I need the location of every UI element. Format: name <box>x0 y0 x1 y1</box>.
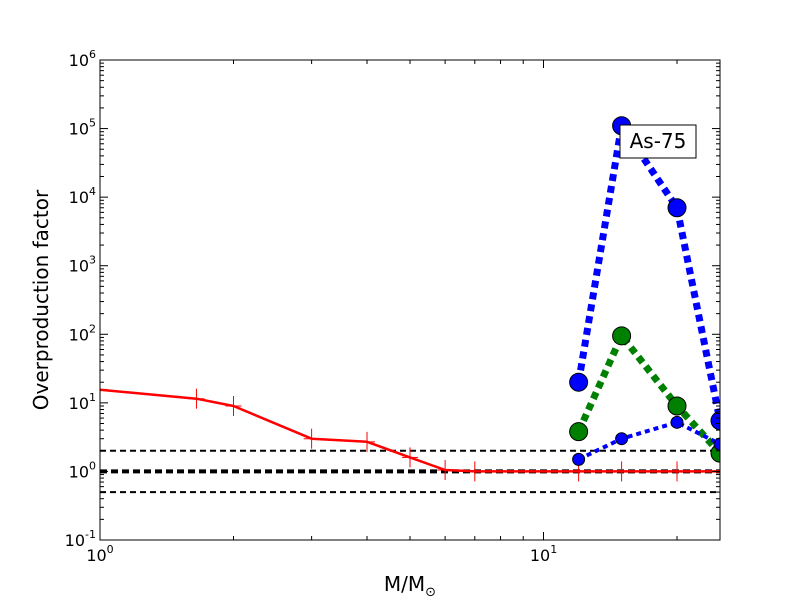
series-3-line <box>577 420 720 462</box>
y-tick-label--1-exp: -1 <box>85 528 96 541</box>
series-3-point-2 <box>670 415 684 429</box>
y-tick-label-0-base: 10 <box>69 462 89 481</box>
x-tick-label-1-base: 10 <box>530 546 550 565</box>
x-axis-label-main: M/M <box>384 572 425 596</box>
y-tick-label-2-base: 10 <box>69 325 89 344</box>
y-tick-label-5-exp: 5 <box>89 117 96 130</box>
y-tick-label-3: 103 <box>69 254 96 276</box>
series-3-point-3 <box>713 437 720 451</box>
y-tick-label--1-base: 10 <box>65 531 85 550</box>
series-2-point-2 <box>667 396 687 416</box>
series-1-point-0 <box>569 372 589 392</box>
y-tick-label-2-exp: 2 <box>89 322 96 335</box>
series-2-point-0 <box>569 422 589 442</box>
y-tick-label-4-base: 10 <box>69 188 89 207</box>
annotation-label: As-75 <box>630 129 687 153</box>
y-tick-label-1-exp: 1 <box>89 391 96 404</box>
y-tick-label-3-base: 10 <box>69 257 89 276</box>
series-1-point-3 <box>710 411 720 431</box>
y-tick-label--1: 10-1 <box>65 528 96 550</box>
y-tick-label-6-exp: 6 <box>89 48 96 61</box>
y-tick-label-1: 101 <box>69 391 96 413</box>
y-tick-label-4: 104 <box>69 185 96 207</box>
x-tick-label-0: 100 <box>86 543 113 565</box>
x-tick-label-0-exp: 0 <box>107 543 114 556</box>
tick-layer <box>99 59 720 541</box>
y-tick-label-2: 102 <box>69 322 96 344</box>
series-layer <box>100 122 720 473</box>
y-axis-label: Overproduction factor <box>29 189 53 410</box>
series-0-line <box>100 388 720 473</box>
series-3-point-0 <box>572 452 586 466</box>
y-tick-label-1-base: 10 <box>69 394 89 413</box>
y-tick-label-0-exp: 0 <box>89 459 96 472</box>
y-tick-label-6-base: 10 <box>69 51 89 70</box>
series-2-line <box>575 332 720 456</box>
x-tick-label-0-base: 10 <box>86 546 106 565</box>
y-tick-label-3-exp: 3 <box>89 254 96 267</box>
y-tick-label-0: 100 <box>69 459 96 481</box>
y-tick-label-5-base: 10 <box>69 120 89 139</box>
series-3-point-1 <box>615 432 629 446</box>
marker-layer <box>100 116 720 482</box>
series-2-point-1 <box>612 326 632 346</box>
x-axis-label-sub: ⊙ <box>425 585 436 600</box>
series-1-point-2 <box>667 198 687 218</box>
y-tick-label-6: 106 <box>69 48 96 70</box>
y-tick-label-5: 105 <box>69 117 96 139</box>
y-tick-label-4-exp: 4 <box>89 185 96 198</box>
annotation-box: As-75 <box>619 124 697 159</box>
x-tick-label-1-exp: 1 <box>550 543 557 556</box>
x-axis-label: M/M⊙ <box>384 572 436 600</box>
x-tick-label-1: 101 <box>530 543 557 565</box>
